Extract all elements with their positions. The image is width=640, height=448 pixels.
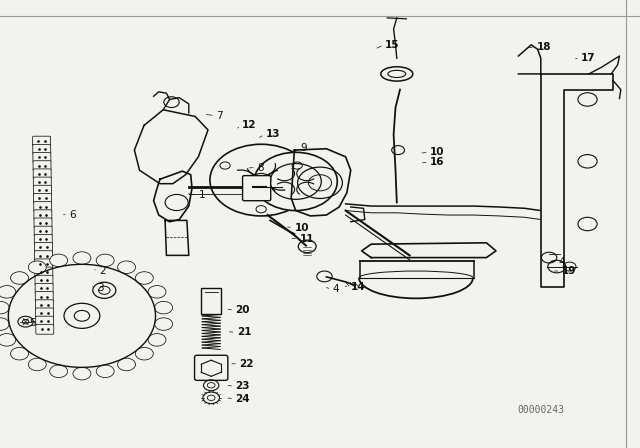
FancyBboxPatch shape — [34, 218, 52, 228]
Circle shape — [118, 358, 136, 371]
Circle shape — [11, 272, 29, 284]
Circle shape — [11, 347, 29, 360]
Text: 3: 3 — [97, 283, 104, 293]
Circle shape — [0, 334, 16, 346]
Circle shape — [28, 261, 46, 273]
FancyBboxPatch shape — [35, 242, 52, 252]
Text: 11: 11 — [300, 234, 314, 244]
Text: 6: 6 — [69, 210, 76, 220]
FancyBboxPatch shape — [35, 251, 52, 261]
FancyBboxPatch shape — [33, 185, 51, 195]
Text: 16: 16 — [430, 157, 445, 167]
Circle shape — [73, 367, 91, 380]
FancyBboxPatch shape — [36, 316, 54, 326]
FancyBboxPatch shape — [35, 300, 53, 310]
FancyBboxPatch shape — [36, 308, 54, 318]
Circle shape — [0, 318, 9, 330]
FancyBboxPatch shape — [35, 284, 53, 293]
FancyBboxPatch shape — [35, 275, 53, 285]
FancyBboxPatch shape — [33, 144, 51, 154]
FancyBboxPatch shape — [36, 324, 54, 334]
Circle shape — [118, 261, 136, 273]
FancyBboxPatch shape — [33, 136, 51, 146]
Circle shape — [50, 254, 68, 267]
FancyBboxPatch shape — [34, 202, 52, 211]
FancyBboxPatch shape — [243, 176, 271, 201]
Text: 12: 12 — [242, 121, 257, 130]
Text: 9: 9 — [301, 143, 307, 153]
FancyBboxPatch shape — [35, 234, 52, 244]
Text: 00000243: 00000243 — [517, 405, 564, 415]
Circle shape — [148, 334, 166, 346]
FancyBboxPatch shape — [35, 292, 53, 302]
Text: 4: 4 — [558, 257, 564, 267]
Text: 10: 10 — [294, 223, 309, 233]
Circle shape — [0, 285, 16, 298]
Circle shape — [155, 302, 173, 314]
Text: 1: 1 — [198, 190, 205, 200]
Text: 15: 15 — [385, 40, 400, 50]
Text: 22: 22 — [239, 359, 254, 369]
Text: 21: 21 — [237, 327, 252, 337]
Text: 4: 4 — [333, 284, 339, 294]
Text: 14: 14 — [351, 282, 365, 292]
Text: 20: 20 — [236, 305, 250, 315]
FancyBboxPatch shape — [35, 259, 52, 269]
Text: 5: 5 — [29, 318, 35, 327]
FancyBboxPatch shape — [34, 210, 52, 220]
Text: 17: 17 — [581, 53, 596, 63]
FancyBboxPatch shape — [33, 169, 51, 179]
Circle shape — [0, 302, 9, 314]
Circle shape — [96, 365, 114, 378]
Text: 8: 8 — [257, 163, 264, 172]
Text: 2: 2 — [99, 266, 106, 276]
Circle shape — [73, 252, 91, 264]
Text: 7: 7 — [216, 111, 223, 121]
Circle shape — [148, 285, 166, 298]
Text: 19: 19 — [562, 266, 576, 276]
FancyBboxPatch shape — [34, 226, 52, 236]
FancyBboxPatch shape — [33, 177, 51, 187]
Text: 18: 18 — [536, 42, 551, 52]
Circle shape — [135, 272, 153, 284]
Circle shape — [96, 254, 114, 267]
Text: 13: 13 — [266, 129, 280, 139]
Circle shape — [210, 144, 312, 216]
Circle shape — [155, 318, 173, 330]
Text: 23: 23 — [236, 381, 250, 391]
Text: 10: 10 — [430, 147, 445, 157]
Circle shape — [254, 152, 337, 211]
Text: 24: 24 — [236, 394, 250, 404]
Circle shape — [135, 347, 153, 360]
Circle shape — [50, 365, 68, 378]
Circle shape — [28, 358, 46, 371]
FancyBboxPatch shape — [35, 267, 52, 277]
FancyBboxPatch shape — [33, 153, 51, 163]
FancyBboxPatch shape — [34, 194, 52, 203]
FancyBboxPatch shape — [33, 161, 51, 171]
